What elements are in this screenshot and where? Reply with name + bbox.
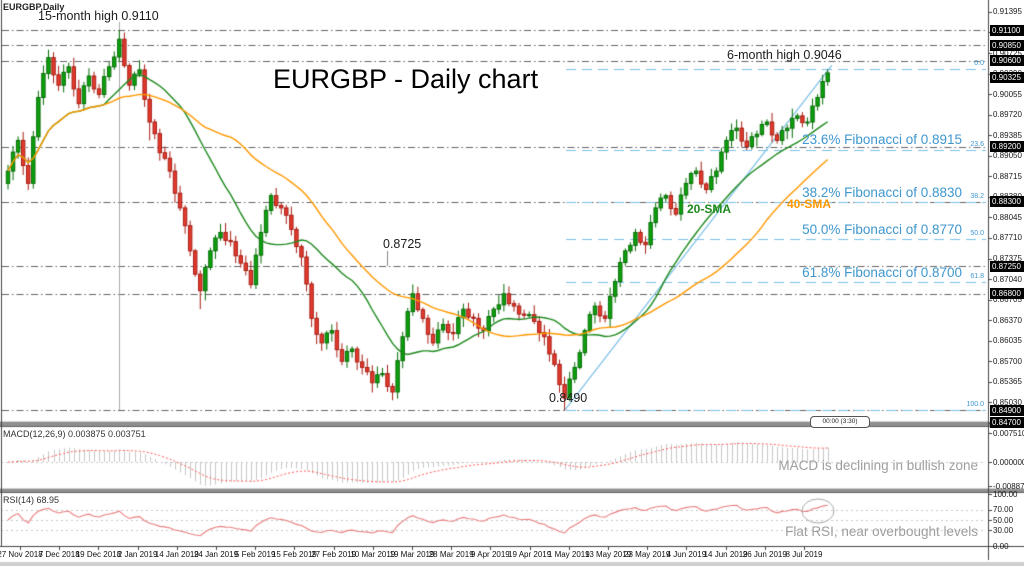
- annotation-15-month-high: 15-month high 0.9110: [38, 9, 159, 23]
- price-level-badge: 0.84700: [990, 417, 1024, 429]
- date-label: 9 Apr 2019: [471, 550, 510, 559]
- fib-percent-label: 38.2: [970, 192, 984, 200]
- date-label: 5 Feb 2019: [234, 550, 276, 559]
- price-tick-label: 0.89720: [993, 110, 1022, 120]
- sma20-tag: 20-SMA: [687, 202, 732, 216]
- price-tick-label: 0.87040: [993, 274, 1022, 284]
- fib-percent-label: 50.0: [970, 229, 984, 237]
- date-label: 19 Mar 2019: [389, 550, 435, 559]
- date-label: 26 Jun 2019: [742, 550, 787, 559]
- price-tick-label: 0.90055: [993, 89, 1022, 99]
- rsi-note: Flat RSI, near overbought levels: [785, 524, 978, 539]
- price-level-badge: 0.84900: [990, 404, 1024, 416]
- date-label: 14 Jun 2019: [703, 550, 748, 559]
- price-level-badge: 0.88300: [990, 196, 1024, 208]
- sma40-tag: 40-SMA: [787, 197, 832, 211]
- date-label: 27 Nov 2018: [0, 550, 43, 559]
- price-tick-label: 0.89050: [993, 151, 1022, 161]
- fib-618-label: 61.8% Fibonacci of 0.8700: [802, 265, 962, 280]
- date-label: 10 Mar 2019: [350, 550, 396, 559]
- price-tick-label: 0.91395: [993, 7, 1022, 17]
- annotation-6-month-high: 6-month high 0.9046: [727, 48, 842, 62]
- date-label: 23 May 2019: [624, 550, 671, 559]
- macd-tick-label: 0.000000: [993, 457, 1024, 467]
- macd-note: MACD is declining in bullish zone: [778, 458, 978, 473]
- price-tick-label: 0.85365: [993, 377, 1022, 387]
- price-tick-label: 0.87710: [993, 233, 1022, 243]
- macd-pane-label: MACD(12,26,9) 0.003875 0.003751: [3, 429, 146, 439]
- date-label: 13 May 2019: [584, 550, 632, 559]
- fib-236-label: 23.6% Fibonacci of 0.8915: [802, 132, 962, 147]
- annotation-level-8490: 0.8490: [549, 391, 588, 405]
- rsi-pane-label: RSI(14) 68.95: [3, 495, 60, 505]
- price-tick-label: 0.86370: [993, 315, 1022, 325]
- price-tick-label: 0.90725: [993, 48, 1022, 58]
- date-label: 28 Mar 2019: [428, 550, 474, 559]
- price-level-badge: 0.89200: [990, 141, 1024, 153]
- date-label: 1 May 2019: [547, 550, 590, 559]
- date-label: 15 Feb 2019: [271, 550, 317, 559]
- date-label: 4 Jun 2019: [666, 550, 707, 559]
- price-level-badge: 0.90600: [990, 55, 1024, 67]
- rsi-tick-label: 50.00: [993, 515, 1014, 525]
- fib-percent-label: 100.0: [966, 401, 984, 409]
- fib-382-label: 38.2% Fibonacci of 0.8830: [802, 185, 962, 200]
- price-tick-label: 0.87375: [993, 254, 1022, 264]
- date-label: 7 Dec 2018: [38, 550, 80, 559]
- date-label: 8 Jul 2019: [785, 550, 823, 559]
- price-level-badge: 0.87250: [990, 260, 1024, 272]
- price-level-badge: 0.90850: [990, 39, 1024, 51]
- rsi-tick-label: 70.00: [993, 505, 1014, 515]
- symbol-period-label: EURGBP,Daily: [3, 2, 65, 12]
- date-label: 24 Jan 2019: [193, 550, 239, 559]
- date-label: 27 Feb 2019: [311, 550, 357, 559]
- date-label: 19 Apr 2019: [508, 550, 552, 559]
- rsi-tick-label: 30.00: [993, 525, 1014, 535]
- fib-percent-label: 23.6: [970, 140, 984, 148]
- page-title: EURGBP - Daily chart: [273, 64, 539, 94]
- macd-tick-label: -0.008874: [993, 481, 1024, 491]
- fib-percent-label: 0.0: [974, 60, 984, 68]
- price-level-badge: 0.86800: [990, 288, 1024, 300]
- price-tick-label: 0.85030: [993, 397, 1022, 407]
- price-tick-label: 0.86705: [993, 295, 1022, 305]
- price-tick-label: 0.86035: [993, 336, 1022, 346]
- price-level-badge: 0.91100: [990, 24, 1024, 36]
- candle-countdown-box: 00:00 (3:30): [810, 416, 870, 428]
- date-label: 2 Jan 2019: [117, 550, 158, 559]
- annotation-level-8725: 0.8725: [383, 237, 422, 251]
- fib-500-label: 50.0% Fibonacci of 0.8770: [802, 222, 962, 237]
- fib-percent-label: 61.8: [970, 272, 984, 280]
- price-tick-label: 0.88045: [993, 212, 1022, 222]
- price-level-badge: 0.90325: [990, 72, 1024, 84]
- price-tick-label: 0.89385: [993, 130, 1022, 140]
- date-label: 14 Jan 2019: [154, 550, 199, 559]
- price-tick-label: 0.85700: [993, 356, 1022, 366]
- macd-tick-label: 0.007510: [993, 428, 1024, 438]
- rsi-tick-label: 100.00: [993, 489, 1018, 499]
- price-tick-label: 0.88715: [993, 171, 1022, 181]
- date-label: 19 Dec 2018: [75, 550, 122, 559]
- rsi-tick-label: 0.00: [993, 541, 1009, 551]
